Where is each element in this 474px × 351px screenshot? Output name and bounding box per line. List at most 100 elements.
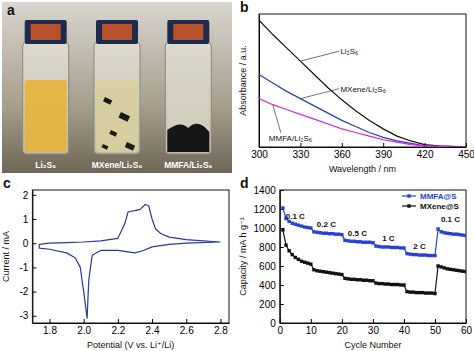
series-marker xyxy=(393,283,396,286)
x-tick-mark xyxy=(220,319,221,323)
y-axis-title: Absorbance / a.u. xyxy=(238,45,248,116)
x-tick-mark xyxy=(342,319,343,323)
series-marker xyxy=(424,253,427,256)
series-marker xyxy=(343,277,346,280)
plot-frame xyxy=(32,190,229,323)
x-tick-label: 2.2 xyxy=(111,325,125,336)
x-tick: 2.6 xyxy=(180,319,194,336)
panel-letter: a xyxy=(7,2,15,18)
series-marker xyxy=(334,232,337,235)
y-tick-mark xyxy=(32,316,36,317)
series-marker xyxy=(297,258,300,261)
y-tick-mark xyxy=(280,247,284,248)
plot-area: 01020304050600200400600800100012001400MM… xyxy=(254,185,473,336)
vial-cap xyxy=(167,20,209,44)
x-tick-label: 450 xyxy=(458,149,474,160)
series-marker xyxy=(430,254,433,257)
y-tick-mark xyxy=(280,266,284,267)
series-marker xyxy=(306,261,309,264)
y-tick-label: 600 xyxy=(259,261,276,272)
x-tick-mark xyxy=(404,319,405,323)
series-marker xyxy=(300,224,303,227)
series-marker xyxy=(405,252,408,255)
y-tick-label: 400 xyxy=(259,280,276,291)
x-tick-label: 2.0 xyxy=(77,325,91,336)
x-tick-label: 330 xyxy=(293,149,310,160)
annotation: 0.5 C xyxy=(348,229,367,238)
x-tick-label: 390 xyxy=(375,149,392,160)
series-marker xyxy=(387,245,390,248)
series-marker xyxy=(455,269,458,272)
series-marker xyxy=(427,254,430,257)
chart-panel: 1.82.02.22.42.62.8-3-2-1012Potential (V … xyxy=(1,175,230,350)
series-marker xyxy=(381,282,384,285)
series-marker xyxy=(337,232,340,235)
x-tick-mark xyxy=(49,319,50,323)
series-marker xyxy=(294,256,297,259)
series-marker xyxy=(294,223,297,226)
y-tick: 0 xyxy=(23,238,37,249)
flake xyxy=(103,97,112,105)
series-marker xyxy=(436,227,439,230)
series-marker xyxy=(331,232,334,235)
x-tick-mark xyxy=(186,319,187,323)
series-marker xyxy=(384,245,387,248)
series-marker xyxy=(387,282,390,285)
y-tick: 2 xyxy=(23,190,37,201)
x-tick-label: 10 xyxy=(306,325,318,336)
vial-cap xyxy=(96,20,138,44)
series-marker xyxy=(396,246,399,249)
series-marker xyxy=(415,291,418,294)
series-marker xyxy=(443,266,446,269)
series-marker xyxy=(436,264,439,267)
x-axis: 0102030405060 xyxy=(278,319,473,336)
series-marker xyxy=(424,291,427,294)
series-marker xyxy=(371,241,374,244)
series-marker xyxy=(374,244,377,247)
x-tick-label: 30 xyxy=(368,325,380,336)
annotation: 0.1 C xyxy=(286,212,305,221)
series-marker xyxy=(356,278,359,281)
y-axis-title: Current / mA xyxy=(1,231,11,282)
x-tick-label: 40 xyxy=(399,325,411,336)
y-tick: -3 xyxy=(19,310,36,321)
series-marker xyxy=(377,245,380,248)
y-tick-mark xyxy=(32,292,36,293)
series-line xyxy=(259,99,466,147)
series-marker xyxy=(322,270,325,273)
x-tick: 1.8 xyxy=(43,319,57,336)
series-marker xyxy=(322,232,325,235)
series-marker xyxy=(390,283,393,286)
series-marker xyxy=(340,273,343,276)
series-marker xyxy=(325,232,328,235)
series-marker xyxy=(412,290,415,293)
series-marker xyxy=(284,243,287,246)
series-marker xyxy=(399,246,402,249)
x-tick: 10 xyxy=(306,319,318,336)
series-marker xyxy=(325,270,328,273)
series-marker xyxy=(427,291,430,294)
y-tick: 1 xyxy=(23,214,37,225)
series-marker xyxy=(368,241,371,244)
y-tick-label: 1000 xyxy=(254,223,277,234)
series-marker xyxy=(384,282,387,285)
series-marker xyxy=(381,245,384,248)
y-tick-label: 200 xyxy=(259,299,276,310)
x-axis-title: Potential (V vs. Li⁺/Li) xyxy=(87,340,174,350)
series-line xyxy=(259,20,466,147)
series-marker xyxy=(393,246,396,249)
y-tick: -2 xyxy=(19,286,36,297)
series-marker xyxy=(399,283,402,286)
series-marker xyxy=(415,253,418,256)
x-tick-label: 420 xyxy=(417,149,434,160)
x-tick-mark xyxy=(152,319,153,323)
figure: Li₂S₆MXene/Li₂S₆MMFA/Li₂S₆a3003303603904… xyxy=(0,0,474,351)
x-tick-mark xyxy=(342,143,343,147)
series-marker xyxy=(396,283,399,286)
series-marker xyxy=(402,283,405,286)
legend: MMFA@SMXene@S xyxy=(402,192,460,211)
data-layer xyxy=(281,206,466,295)
label-leader xyxy=(273,105,281,133)
y-tick-label: 1200 xyxy=(254,204,277,215)
y-tick-label: 800 xyxy=(259,242,276,253)
